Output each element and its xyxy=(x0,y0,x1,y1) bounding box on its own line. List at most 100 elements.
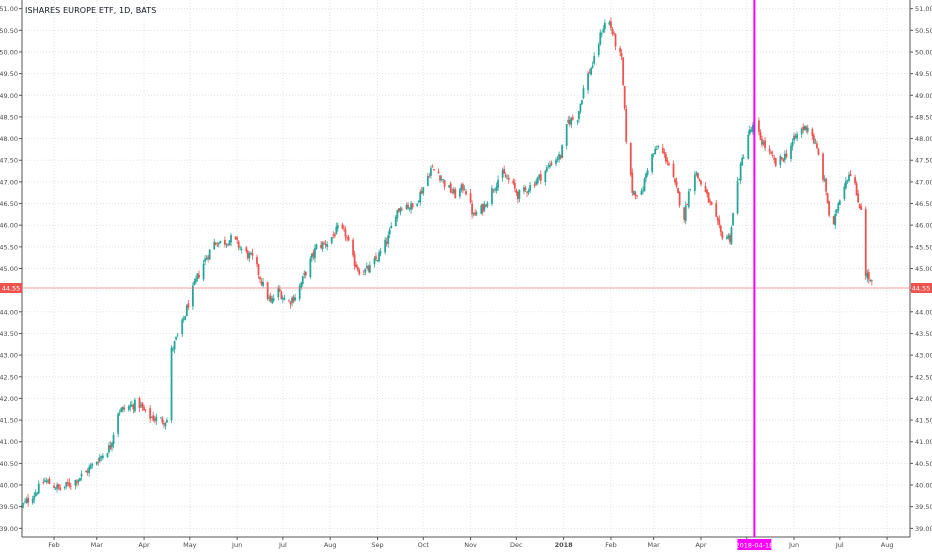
last-price-label-right: 44.55 xyxy=(912,284,931,292)
candle-body xyxy=(812,135,815,143)
candle-body xyxy=(559,154,562,159)
x-tick-label: Feb xyxy=(48,541,60,549)
candle-body xyxy=(729,235,731,243)
candle-body xyxy=(460,184,463,190)
candle-body xyxy=(495,186,498,191)
candle-body xyxy=(378,252,380,262)
candle-body xyxy=(420,190,423,194)
candle-body xyxy=(408,208,411,210)
candle-body xyxy=(780,157,783,159)
candle-body xyxy=(269,295,272,302)
candle-body xyxy=(779,155,782,165)
candle-body xyxy=(581,100,583,105)
candle-body xyxy=(817,148,820,155)
candle-body xyxy=(213,241,216,250)
candle-body xyxy=(291,298,293,303)
candle-body xyxy=(294,297,297,301)
candle-body xyxy=(838,200,841,205)
candle-body xyxy=(240,248,243,250)
candle-body xyxy=(645,173,647,179)
candle-body xyxy=(707,192,710,203)
candle-body xyxy=(748,129,751,135)
candle-body xyxy=(129,405,132,408)
candle-body xyxy=(486,202,489,207)
y-tick-label: 44.00 xyxy=(0,308,18,316)
y-tick-label: 43.50 xyxy=(0,330,18,338)
candle-body xyxy=(118,412,121,414)
candle-body xyxy=(739,163,742,181)
candle-body xyxy=(282,297,284,300)
candle-body xyxy=(278,289,281,292)
candle-body xyxy=(497,179,499,188)
candle-body xyxy=(732,213,734,226)
left-price-axis[interactable]: 39.00 39.50 40.00 40.50 41.00 41.50 42.00 42.50… xyxy=(0,0,23,537)
candle-body xyxy=(608,22,611,25)
candle-body xyxy=(208,249,211,260)
candle-body xyxy=(266,282,269,299)
candle-body xyxy=(727,235,730,238)
candle-body xyxy=(330,236,333,244)
x-tick-label: Aug xyxy=(324,541,337,549)
candle-body xyxy=(475,212,478,215)
candle-body xyxy=(631,172,634,193)
candle-body xyxy=(666,159,669,163)
candle-body xyxy=(449,183,452,193)
candle-body xyxy=(803,125,806,131)
candle-body xyxy=(802,126,805,130)
time-axis[interactable]: Feb Mar Apr May Jun Jul Aug Sep Oct Nov Dec 2018 Feb… xyxy=(22,536,910,549)
candle-body xyxy=(324,243,327,246)
candle-body xyxy=(442,179,445,181)
candle-body xyxy=(561,145,564,159)
candle-body xyxy=(550,162,553,166)
candle-body xyxy=(623,86,626,109)
candle-body xyxy=(610,21,612,29)
candle-body xyxy=(431,166,434,168)
candle-body xyxy=(761,138,763,145)
candle-body xyxy=(390,226,393,229)
candle-body xyxy=(698,178,701,181)
candle-body xyxy=(588,72,591,74)
candle-body xyxy=(536,177,539,184)
candle-body xyxy=(314,248,316,259)
candle-body xyxy=(866,273,869,279)
candle-body xyxy=(27,497,30,503)
candle-body xyxy=(344,229,347,237)
candle-body xyxy=(591,65,594,68)
candle-body xyxy=(513,182,516,189)
candle-body xyxy=(515,189,518,194)
candle-body xyxy=(677,188,679,194)
candle-body xyxy=(800,128,803,135)
candle-body xyxy=(36,493,39,495)
candle-body xyxy=(123,407,126,410)
candle-body xyxy=(715,203,718,217)
candle-body xyxy=(303,273,306,275)
candle-body xyxy=(867,272,870,280)
candle-body xyxy=(632,190,635,195)
candle-body xyxy=(205,258,208,260)
candle-body xyxy=(312,252,315,257)
y-tick-label: 47.00 xyxy=(915,178,932,186)
candle-body xyxy=(492,190,495,191)
candle-body xyxy=(555,159,557,164)
candle-body xyxy=(526,191,528,193)
x-tick-label: Apr xyxy=(695,541,707,549)
candle-body xyxy=(304,271,307,276)
candle-body xyxy=(704,185,707,193)
right-price-axis[interactable]: 39.00 39.50 40.00 40.50 41.00 41.50 42.00 42.50… xyxy=(909,0,932,537)
candle-body xyxy=(364,268,367,273)
x-tick-label: Jun xyxy=(231,541,242,549)
candle-body xyxy=(224,239,226,245)
candle-body xyxy=(69,485,72,487)
candle-body xyxy=(835,209,838,213)
candle-body xyxy=(365,265,368,268)
candle-body xyxy=(657,146,660,148)
candle-body xyxy=(65,482,68,487)
candle-body xyxy=(195,278,197,282)
candle-body xyxy=(491,188,493,204)
candle-body xyxy=(512,180,515,184)
candle-body xyxy=(42,482,45,484)
candle-body xyxy=(207,256,210,259)
y-tick-label: 51.00 xyxy=(0,5,18,13)
